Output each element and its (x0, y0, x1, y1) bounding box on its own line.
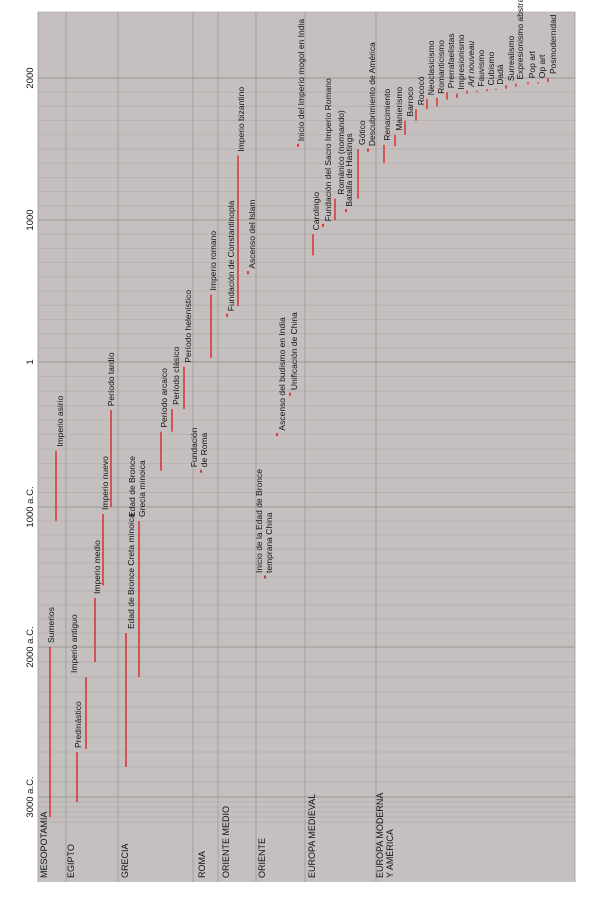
event-label: Ascenso del budismo en India (277, 317, 287, 431)
event-label: Prerrafaelistas (446, 33, 456, 88)
event-label: Imperio antiguo (69, 614, 79, 673)
time-axis-label: 2000 (25, 67, 36, 88)
event-label: Inicio del Imperio mogol en India (296, 19, 306, 142)
region-label-meso: MESOPOTAMIA (39, 812, 49, 878)
event-marker (367, 148, 369, 152)
event-label: Edad de Bronce Creta minoica (126, 513, 136, 629)
event-marker (297, 143, 299, 147)
event-label: Romanticismo (436, 40, 446, 94)
region-label-grecia: GRECIA (120, 843, 130, 878)
event-marker (247, 271, 249, 275)
event-label: Barroco (405, 87, 415, 117)
event-marker (322, 223, 324, 227)
event-label: Fundación (189, 427, 199, 467)
region-label-ema: Y AMÉRICA (385, 829, 395, 878)
event-marker (345, 209, 347, 213)
event-label: Período clásico (171, 347, 181, 405)
region-label-or: ORIENTE (257, 838, 267, 878)
event-marker (276, 433, 278, 437)
event-marker (226, 313, 228, 317)
event-label: Rococó (416, 76, 426, 105)
event-label: Imperio bizantino (236, 87, 246, 152)
region-label-om: ORIENTE MEDIO (221, 806, 231, 878)
event-label: Op art (537, 54, 547, 78)
event-label: Impresionismo (456, 34, 466, 90)
event-label: Grecia minoica (137, 460, 147, 517)
event-label: Dadá (495, 64, 505, 85)
event-label: Gótico (357, 120, 367, 145)
event-label: Expresionismo abstracto (515, 0, 525, 80)
time-axis-label: 2000 a.C. (25, 626, 36, 667)
event-label: Fauvismo (476, 50, 486, 87)
time-axis-label: 3000 a.C. (25, 776, 36, 817)
event-label: Inicio de la Edad de Bronce (254, 469, 264, 573)
event-label: Período helenístico (183, 290, 193, 363)
event-label: Período tardío (106, 352, 116, 406)
time-axis-label: 1 (25, 359, 36, 364)
event-label: Carolingio (311, 192, 321, 231)
event-label: Imperio medio (92, 540, 102, 594)
event-label: Románico (normando) (336, 110, 346, 195)
event-marker (264, 575, 266, 579)
timeline-background (38, 12, 575, 882)
event-label: Imperio asirio (55, 396, 65, 447)
event-label: Renacimiento (382, 88, 392, 140)
event-label: Ascenso del Islam (247, 200, 257, 269)
event-label: Descubrimiento de América (367, 42, 377, 146)
event-label: Imperio nuevo (100, 456, 110, 510)
event-marker (200, 469, 202, 473)
event-label: Fundación de Constantinopla (226, 200, 236, 311)
region-label-egipto: EGIPTO (66, 844, 76, 878)
region-label-ema: EUROPA MODERNA (375, 793, 385, 878)
event-label: Posmodernidad (548, 14, 558, 74)
event-label: Cubismo (486, 52, 496, 86)
region-label-em: EUROPA MEDIEVAL (307, 794, 317, 878)
event-label: Manierismo (394, 87, 404, 131)
event-label: Imperio romano (208, 231, 218, 291)
event-label: Unificación de China (289, 312, 299, 390)
event-label: Período arcaico (159, 368, 169, 428)
time-axis-label: 1000 a.C. (25, 486, 36, 527)
event-label: Edad de Bronce (127, 456, 137, 517)
event-label: de Roma (199, 432, 209, 467)
event-label: Surrealismo (506, 35, 516, 81)
time-axis-label: 1000 (25, 209, 36, 230)
event-label: Predinástico (73, 701, 83, 748)
event-label: Neoclasicismo (426, 40, 436, 95)
event-label: Batalla de Hastings (344, 133, 354, 206)
event-label: Fundación del Sacro Imperio Romano (323, 78, 333, 221)
region-label-roma: ROMA (197, 851, 207, 878)
event-label: Art nouveau (466, 41, 476, 88)
event-label: temprana China (264, 512, 274, 573)
event-label: Sumerios (46, 607, 56, 643)
event-label: Pop art (527, 50, 537, 78)
event-marker (289, 392, 291, 396)
